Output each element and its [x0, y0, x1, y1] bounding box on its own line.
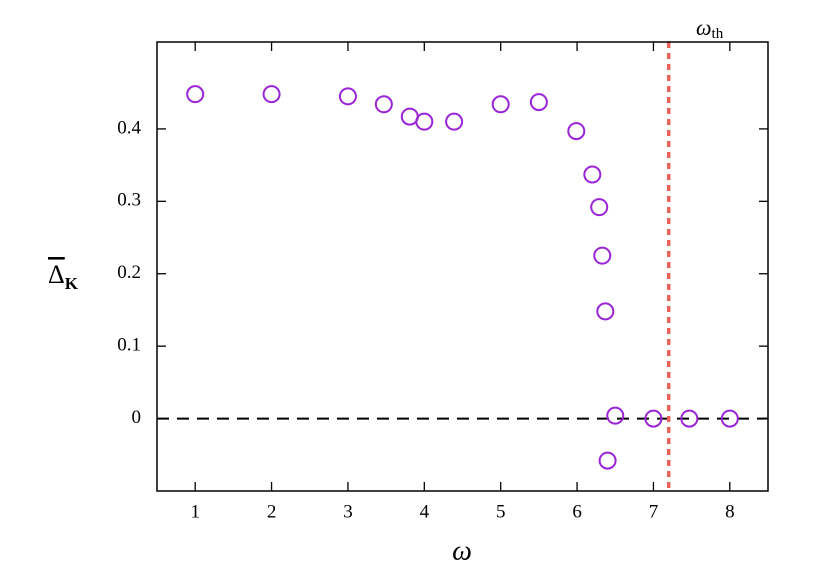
- data-point: [186, 85, 205, 104]
- y-tick-label: 0: [132, 407, 142, 428]
- x-tick-label: 2: [267, 501, 277, 522]
- threshold-subscript: th: [712, 26, 724, 42]
- data-point: [262, 85, 281, 104]
- y-tick-label: 0.3: [117, 190, 141, 211]
- y-tick-label: 0.1: [117, 335, 141, 356]
- data-point: [529, 93, 548, 112]
- data-point: [680, 409, 699, 428]
- x-tick-label: 5: [496, 501, 506, 522]
- data-point: [593, 246, 612, 265]
- x-tick-label: 1: [190, 501, 200, 522]
- data-point: [338, 87, 357, 106]
- data-point: [598, 451, 617, 470]
- data-point: [567, 122, 586, 141]
- threshold-symbol: ω: [696, 15, 712, 40]
- plot-frame: [156, 41, 769, 492]
- data-point: [590, 198, 609, 217]
- x-tick-label: 3: [343, 501, 353, 522]
- x-axis-label: ω: [452, 535, 472, 566]
- x-tick-label: 4: [420, 501, 430, 522]
- y-tick-label: 0.4: [117, 117, 141, 138]
- data-point: [644, 409, 663, 428]
- threshold-label: ωth: [696, 15, 724, 42]
- x-tick-label: 6: [572, 501, 582, 522]
- data-point: [583, 165, 602, 184]
- y-label-symbol: Δ: [48, 260, 65, 289]
- data-point: [374, 95, 393, 114]
- y-label-subscript: K: [65, 274, 79, 293]
- data-point: [415, 112, 434, 131]
- x-tick-label: 7: [649, 501, 659, 522]
- data-point: [596, 302, 615, 321]
- data-point: [606, 406, 625, 425]
- y-tick-label: 0.2: [117, 262, 141, 283]
- y-axis-label: ΔK: [48, 260, 79, 293]
- data-point: [720, 409, 739, 428]
- data-point: [445, 112, 464, 131]
- data-point: [491, 95, 510, 114]
- x-tick-label: 8: [725, 501, 735, 522]
